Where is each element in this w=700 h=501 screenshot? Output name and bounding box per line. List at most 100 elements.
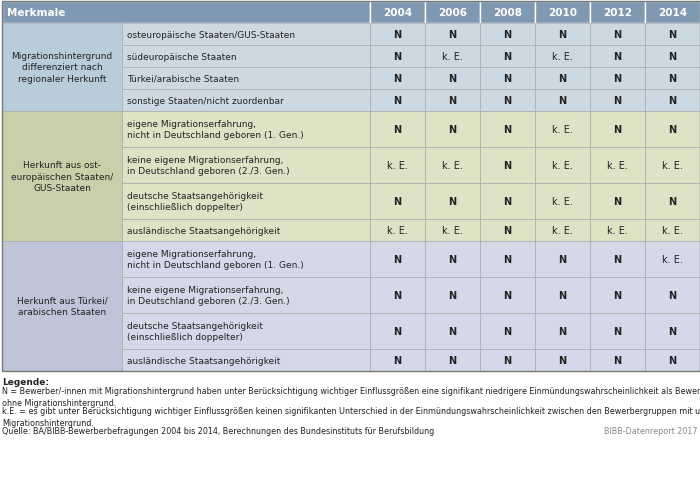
Bar — [480, 219, 535, 241]
Text: ausländische Staatsangehörigkeit: ausländische Staatsangehörigkeit — [127, 356, 281, 365]
Text: sonstige Staaten/nicht zuordenbar: sonstige Staaten/nicht zuordenbar — [127, 96, 284, 105]
Text: Migrationshintergrund
differenziert nach
regionaler Herkunft: Migrationshintergrund differenziert nach… — [11, 52, 113, 84]
Text: N: N — [449, 196, 456, 206]
Bar — [425, 2, 480, 24]
Bar — [480, 2, 535, 24]
Text: Merkmale: Merkmale — [7, 8, 65, 18]
Text: N: N — [503, 125, 512, 135]
Text: 2010: 2010 — [548, 8, 577, 18]
Bar — [590, 148, 645, 184]
Text: N: N — [503, 196, 512, 206]
Text: Legende:: Legende: — [2, 377, 49, 386]
Text: N: N — [668, 355, 677, 365]
Text: k. E.: k. E. — [552, 196, 573, 206]
Text: k. E.: k. E. — [662, 255, 683, 265]
Text: N: N — [613, 255, 622, 265]
Text: N: N — [449, 125, 456, 135]
Bar — [535, 313, 590, 349]
Text: keine eigene Migrationserfahrung,
in Deutschland geboren (2./3. Gen.): keine eigene Migrationserfahrung, in Deu… — [127, 155, 290, 176]
Text: k. E.: k. E. — [442, 225, 463, 235]
Text: N: N — [613, 96, 622, 106]
Bar — [480, 313, 535, 349]
Text: N: N — [503, 30, 512, 40]
Text: 2014: 2014 — [658, 8, 687, 18]
Text: Herkunft aus ost-
europäischen Staaten/
GUS-Staaten: Herkunft aus ost- europäischen Staaten/ … — [11, 160, 113, 193]
Bar — [535, 90, 590, 112]
Text: k. E.: k. E. — [662, 161, 683, 171]
Bar — [370, 2, 425, 24]
Text: N: N — [503, 161, 512, 171]
Bar — [122, 278, 370, 313]
Bar — [590, 313, 645, 349]
Bar — [2, 2, 700, 371]
Bar — [645, 90, 700, 112]
Bar — [122, 90, 370, 112]
Bar — [645, 241, 700, 278]
Text: k. E.: k. E. — [387, 161, 408, 171]
Bar — [425, 349, 480, 371]
Bar — [370, 313, 425, 349]
Bar — [2, 241, 122, 371]
Text: BIBB-Datenreport 2017: BIBB-Datenreport 2017 — [605, 426, 698, 435]
Text: N: N — [613, 355, 622, 365]
Text: N: N — [503, 255, 512, 265]
Bar — [425, 278, 480, 313]
Text: deutsche Staatsangehörigkeit
(einschließlich doppelter): deutsche Staatsangehörigkeit (einschließ… — [127, 191, 263, 212]
Text: deutsche Staatsangehörigkeit
(einschließlich doppelter): deutsche Staatsangehörigkeit (einschließ… — [127, 321, 263, 342]
Bar — [425, 184, 480, 219]
Text: keine eigene Migrationserfahrung,
in Deutschland geboren (2./3. Gen.): keine eigene Migrationserfahrung, in Deu… — [127, 285, 290, 306]
Text: N: N — [393, 74, 402, 84]
Text: N: N — [613, 30, 622, 40]
Text: N: N — [503, 225, 512, 235]
Text: N = Bewerber/-innen mit Migrationshintergrund haben unter Berücksichtigung wicht: N = Bewerber/-innen mit Migrationshinter… — [2, 386, 700, 407]
Bar — [535, 24, 590, 46]
Bar — [425, 241, 480, 278]
Text: N: N — [503, 74, 512, 84]
Bar — [590, 2, 645, 24]
Bar — [480, 112, 535, 148]
Bar — [590, 184, 645, 219]
Text: N: N — [449, 74, 456, 84]
Text: N: N — [668, 74, 677, 84]
Bar — [535, 184, 590, 219]
Bar — [590, 68, 645, 90]
Bar — [645, 184, 700, 219]
Text: N: N — [559, 96, 566, 106]
Text: k. E.: k. E. — [442, 52, 463, 62]
Bar — [122, 349, 370, 371]
Text: N: N — [668, 96, 677, 106]
Bar — [480, 46, 535, 68]
Bar — [122, 46, 370, 68]
Bar — [122, 184, 370, 219]
Bar — [535, 68, 590, 90]
Bar — [2, 24, 122, 112]
Text: k. E.: k. E. — [662, 225, 683, 235]
Bar — [370, 148, 425, 184]
Text: N: N — [449, 291, 456, 301]
Text: N: N — [559, 30, 566, 40]
Bar — [535, 241, 590, 278]
Bar — [122, 24, 370, 46]
Text: N: N — [668, 30, 677, 40]
Bar — [480, 184, 535, 219]
Bar — [370, 278, 425, 313]
Bar — [122, 68, 370, 90]
Bar — [645, 313, 700, 349]
Bar — [645, 349, 700, 371]
Bar — [425, 313, 480, 349]
Text: 2006: 2006 — [438, 8, 467, 18]
Bar — [480, 68, 535, 90]
Text: N: N — [668, 326, 677, 336]
Bar — [535, 112, 590, 148]
Text: südeuropäische Staaten: südeuropäische Staaten — [127, 53, 237, 62]
Text: N: N — [613, 125, 622, 135]
Text: k. E.: k. E. — [552, 161, 573, 171]
Bar — [122, 241, 370, 278]
Bar — [535, 219, 590, 241]
Bar — [645, 148, 700, 184]
Text: N: N — [393, 355, 402, 365]
Text: eigene Migrationserfahrung,
nicht in Deutschland geboren (1. Gen.): eigene Migrationserfahrung, nicht in Deu… — [127, 120, 304, 140]
Text: N: N — [449, 255, 456, 265]
Bar — [425, 24, 480, 46]
Text: 2008: 2008 — [493, 8, 522, 18]
